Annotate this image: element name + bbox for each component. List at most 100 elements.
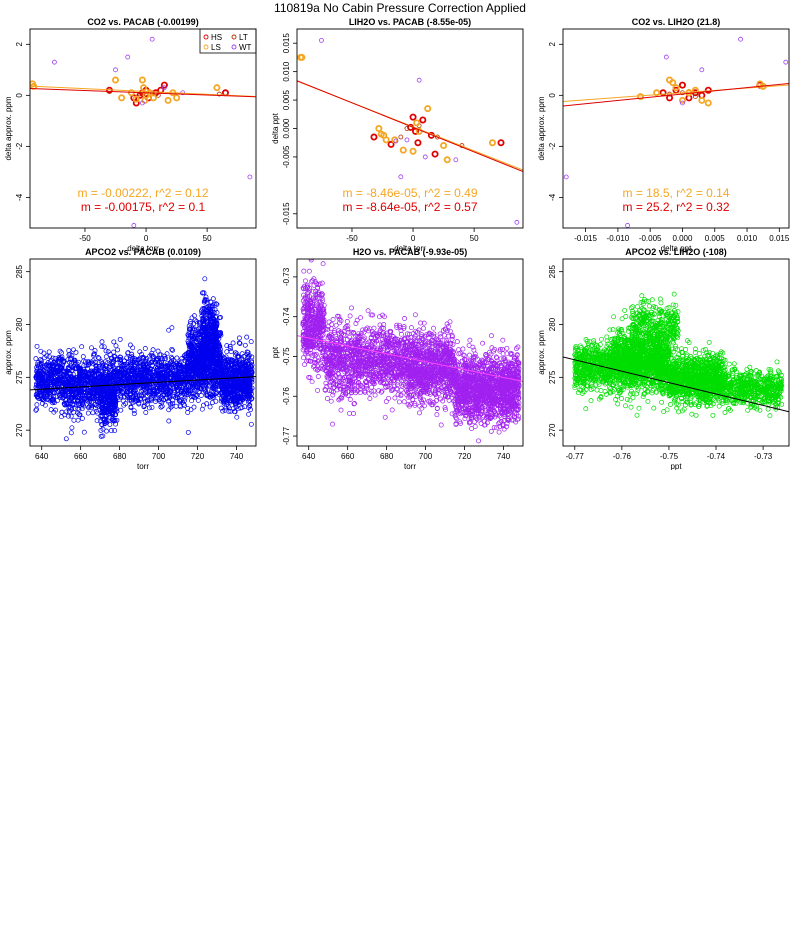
data-point [625, 223, 630, 228]
x-tick-label: 680 [380, 452, 394, 461]
plot-frame [296, 28, 524, 229]
y-axis-label: delta approx. ppm [537, 96, 546, 160]
data-point [319, 37, 324, 43]
y-tick-label: -4 [548, 193, 557, 201]
fit-line [30, 85, 256, 98]
x-tick-label: 0.000 [672, 234, 693, 243]
y-tick-label: -0.77 [282, 426, 291, 445]
fit-line [30, 88, 256, 98]
x-axis-label: torr [404, 462, 416, 470]
x-tick-label: 50 [470, 234, 479, 243]
fit-stat-label: m = -8.64e-05, r^2 = 0.57 [342, 200, 477, 214]
x-axis-label: delta torr [127, 244, 159, 253]
y-tick-label: 280 [548, 317, 557, 331]
data-point [453, 157, 459, 163]
plot-frame [562, 258, 790, 447]
fit-line [297, 80, 523, 173]
y-tick-label: 0.010 [282, 61, 291, 82]
x-tick-label: -0.74 [707, 452, 726, 461]
data-point [132, 95, 140, 103]
x-tick-label: -0.73 [754, 452, 773, 461]
x-axis-label: delta torr [394, 244, 426, 253]
data-point [398, 134, 404, 140]
data-point [160, 81, 168, 89]
fit-stat-label: m = 25.2, r^2 = 0.32 [622, 200, 729, 214]
legend-marker [231, 34, 237, 40]
y-tick-label: -0.76 [282, 387, 291, 406]
x-axis-label: delta ppt [661, 244, 692, 253]
data-point [140, 84, 148, 92]
x-tick-label: 660 [74, 452, 88, 461]
x-tick-label: 720 [458, 452, 472, 461]
x-tick-label: 50 [203, 234, 212, 243]
data-point [659, 89, 667, 97]
data-point [678, 96, 686, 104]
y-tick-label: -0.73 [282, 267, 291, 286]
y-tick-label: 0.000 [282, 118, 291, 139]
plot-area [297, 259, 523, 446]
data-point [514, 219, 520, 225]
x-tick-label: -0.77 [566, 452, 585, 461]
plot-area [563, 36, 789, 228]
data-point [393, 138, 399, 144]
x-tick-label: 680 [113, 452, 127, 461]
data-point [370, 133, 378, 141]
y-tick-label: -0.005 [282, 145, 291, 168]
data-points [300, 259, 522, 446]
y-tick-label: 275 [548, 370, 557, 384]
plot-frame [29, 28, 257, 229]
data-point [692, 94, 698, 100]
y-tick-label: -0.75 [282, 347, 291, 366]
data-point [409, 113, 417, 121]
y-tick-label: -0.74 [282, 307, 291, 326]
data-point [382, 136, 390, 144]
fit-line [563, 84, 789, 103]
data-point [431, 150, 439, 158]
x-tick-label: -0.005 [639, 234, 662, 243]
y-tick-label: 275 [15, 370, 24, 384]
y-tick-label: 285 [548, 264, 557, 278]
plot-co2-vs-pacab: CO2 vs. PACAB (-0.00199) -50 0 50 -4 -2 0 2 delt… [4, 17, 257, 253]
plot-title: APCO2 vs. LIH2O (-108) [625, 247, 727, 257]
data-point [112, 76, 120, 84]
data-point [783, 59, 789, 65]
y-axis-label: delta approx. ppm [4, 96, 13, 160]
x-axis-label: ppt [670, 462, 682, 470]
data-point [409, 147, 417, 155]
data-point [669, 79, 677, 87]
plot-lih2o-vs-pacab: LIH2O vs. PACAB (-8.55e-05) -50 0 50 -0.015 -… [271, 17, 524, 253]
data-point [419, 116, 427, 124]
data-point [164, 96, 172, 104]
y-tick-label: 270 [15, 423, 24, 437]
data-point [118, 94, 126, 102]
y-tick-label: 285 [15, 264, 24, 278]
plot-title: LIH2O vs. PACAB (-8.55e-05) [349, 17, 471, 27]
y-tick-label: -0.015 [282, 202, 291, 225]
data-point [173, 94, 181, 102]
data-point [413, 119, 421, 127]
plot-frame [562, 28, 790, 229]
data-point [375, 125, 383, 133]
data-point [653, 89, 661, 97]
plot-title: APCO2 vs. PACAB (0.0109) [85, 247, 201, 257]
x-axis-label: torr [137, 462, 149, 470]
data-point [137, 91, 143, 97]
plot-h2o-vs-pacab: H2O vs. PACAB (-9.93e-05) 640 660 680 700 720… [271, 247, 524, 470]
y-tick-label: 270 [548, 423, 557, 437]
data-points [33, 276, 255, 442]
data-point [680, 100, 685, 106]
plot-frame [29, 258, 257, 447]
data-point [213, 84, 221, 92]
y-tick-label: -2 [548, 142, 557, 150]
data-point [125, 54, 131, 60]
data-point [563, 174, 569, 180]
fit-stat-label: m = -0.00222, r^2 = 0.12 [77, 186, 208, 200]
y-axis-label: ppt [271, 346, 280, 358]
y-tick-label: 2 [548, 42, 557, 47]
data-point [161, 85, 167, 91]
plot-apco2-vs-pacab: APCO2 vs. PACAB (0.0109) 640 660 680 700 720 7… [4, 247, 257, 470]
fit-line [563, 356, 789, 413]
legend-marker [203, 34, 209, 40]
data-point [698, 96, 706, 104]
fit-stat-label: m = 18.5, r^2 = 0.14 [622, 186, 729, 200]
